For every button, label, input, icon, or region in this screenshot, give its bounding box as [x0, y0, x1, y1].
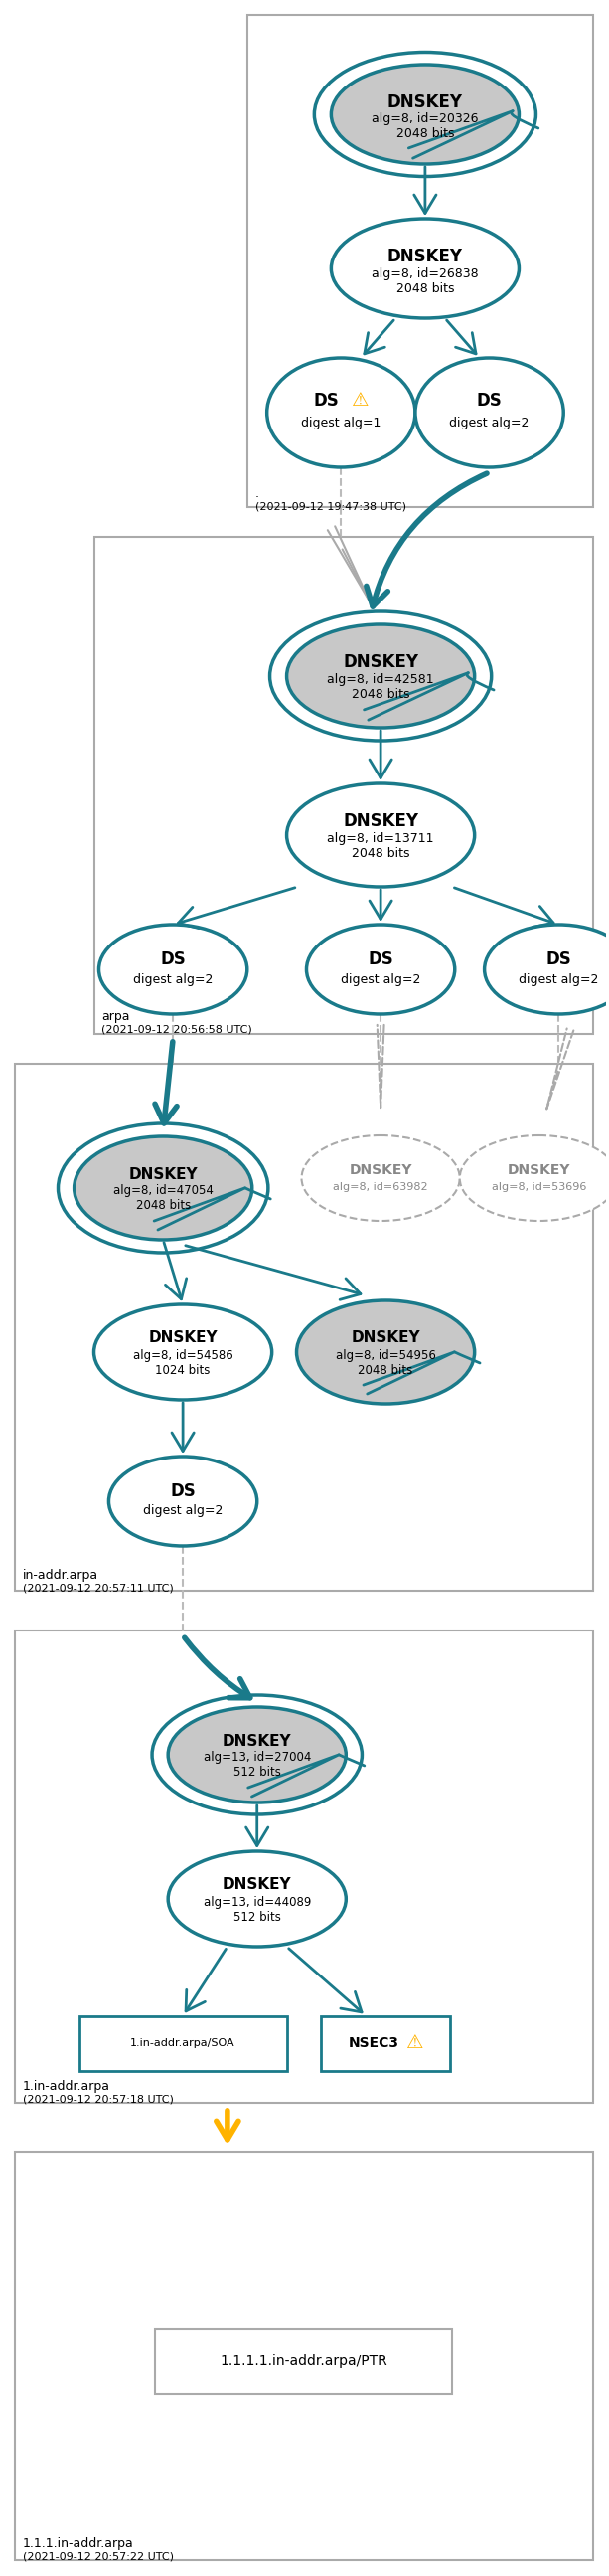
Ellipse shape: [287, 783, 474, 886]
Ellipse shape: [74, 1136, 252, 1239]
FancyBboxPatch shape: [155, 2329, 452, 2393]
Text: DNSKEY: DNSKEY: [343, 811, 418, 829]
Text: alg=8, id=13711: alg=8, id=13711: [327, 832, 434, 845]
Text: 1.in-addr.arpa: 1.in-addr.arpa: [23, 2079, 110, 2092]
Ellipse shape: [415, 358, 563, 466]
Ellipse shape: [99, 925, 247, 1015]
Text: 2048 bits: 2048 bits: [396, 281, 454, 294]
Text: ⚠: ⚠: [352, 392, 370, 410]
Ellipse shape: [287, 623, 474, 729]
Text: ⚠: ⚠: [407, 2032, 424, 2053]
Text: 2048 bits: 2048 bits: [351, 848, 410, 860]
Text: DNSKEY: DNSKEY: [222, 1734, 292, 1749]
Ellipse shape: [306, 925, 455, 1015]
Text: DNSKEY: DNSKEY: [128, 1167, 198, 1182]
Text: digest alg=2: digest alg=2: [340, 974, 421, 987]
Ellipse shape: [168, 1708, 346, 1803]
Text: 1.in-addr.arpa/SOA: 1.in-addr.arpa/SOA: [130, 2038, 235, 2048]
Text: 2048 bits: 2048 bits: [136, 1200, 191, 1213]
Text: alg=8, id=54956: alg=8, id=54956: [336, 1350, 435, 1363]
Text: DNSKEY: DNSKEY: [222, 1878, 292, 1893]
FancyBboxPatch shape: [94, 536, 593, 1033]
Text: 512 bits: 512 bits: [233, 1911, 281, 1924]
Text: alg=8, id=42581: alg=8, id=42581: [327, 672, 434, 685]
Ellipse shape: [331, 64, 519, 165]
FancyBboxPatch shape: [322, 2017, 450, 2071]
Ellipse shape: [94, 1303, 272, 1399]
FancyBboxPatch shape: [15, 1064, 593, 1592]
FancyBboxPatch shape: [15, 2154, 593, 2561]
Text: 512 bits: 512 bits: [233, 1767, 281, 1780]
Text: alg=13, id=27004: alg=13, id=27004: [203, 1752, 311, 1765]
Ellipse shape: [267, 358, 415, 466]
Text: DS: DS: [477, 392, 502, 410]
Text: (2021-09-12 19:47:38 UTC): (2021-09-12 19:47:38 UTC): [255, 502, 406, 510]
Ellipse shape: [484, 925, 609, 1015]
Text: alg=8, id=20326: alg=8, id=20326: [371, 113, 479, 126]
Text: DNSKEY: DNSKEY: [387, 247, 463, 265]
Ellipse shape: [109, 1455, 257, 1546]
Text: DS: DS: [368, 951, 393, 969]
Text: alg=8, id=54586: alg=8, id=54586: [133, 1350, 233, 1363]
Text: alg=8, id=47054: alg=8, id=47054: [113, 1185, 213, 1198]
Text: 1024 bits: 1024 bits: [155, 1363, 210, 1376]
Text: digest alg=2: digest alg=2: [143, 1504, 223, 1517]
FancyBboxPatch shape: [79, 2017, 287, 2071]
Text: digest alg=2: digest alg=2: [133, 974, 213, 987]
Text: alg=8, id=53696: alg=8, id=53696: [491, 1182, 586, 1193]
Text: alg=13, id=44089: alg=13, id=44089: [203, 1896, 311, 1909]
Text: 1.1.1.in-addr.arpa: 1.1.1.in-addr.arpa: [23, 2537, 134, 2550]
Text: NSEC3: NSEC3: [348, 2035, 399, 2050]
Text: (2021-09-12 20:57:22 UTC): (2021-09-12 20:57:22 UTC): [23, 2550, 174, 2561]
Text: DNSKEY: DNSKEY: [343, 654, 418, 672]
Ellipse shape: [331, 219, 519, 319]
Text: DNSKEY: DNSKEY: [387, 93, 463, 111]
Ellipse shape: [301, 1136, 460, 1221]
Text: alg=8, id=63982: alg=8, id=63982: [333, 1182, 428, 1193]
Text: arpa: arpa: [102, 1010, 130, 1023]
Text: digest alg=2: digest alg=2: [519, 974, 599, 987]
Text: .: .: [255, 487, 259, 500]
Text: digest alg=2: digest alg=2: [449, 417, 529, 430]
Text: DNSKEY: DNSKEY: [149, 1332, 217, 1345]
Text: alg=8, id=26838: alg=8, id=26838: [371, 268, 479, 281]
Text: DS: DS: [546, 951, 571, 969]
Text: DNSKEY: DNSKEY: [507, 1164, 571, 1177]
Text: 1.1.1.1.in-addr.arpa/PTR: 1.1.1.1.in-addr.arpa/PTR: [220, 2354, 387, 2367]
FancyBboxPatch shape: [247, 15, 593, 507]
Text: 2048 bits: 2048 bits: [396, 129, 454, 142]
Text: 2048 bits: 2048 bits: [351, 688, 410, 701]
Text: DS: DS: [314, 392, 339, 410]
Text: in-addr.arpa: in-addr.arpa: [23, 1569, 99, 1582]
Text: (2021-09-12 20:56:58 UTC): (2021-09-12 20:56:58 UTC): [102, 1025, 253, 1033]
FancyBboxPatch shape: [15, 1631, 593, 2102]
Text: DNSKEY: DNSKEY: [349, 1164, 412, 1177]
Ellipse shape: [297, 1301, 474, 1404]
Text: digest alg=1: digest alg=1: [301, 417, 381, 430]
Text: DNSKEY: DNSKEY: [351, 1332, 420, 1345]
Text: (2021-09-12 20:57:18 UTC): (2021-09-12 20:57:18 UTC): [23, 2094, 174, 2105]
Ellipse shape: [460, 1136, 609, 1221]
Text: DS: DS: [170, 1481, 195, 1499]
Text: 2048 bits: 2048 bits: [358, 1363, 413, 1376]
Text: (2021-09-12 20:57:11 UTC): (2021-09-12 20:57:11 UTC): [23, 1582, 174, 1592]
Text: DS: DS: [160, 951, 186, 969]
Ellipse shape: [168, 1852, 346, 1947]
